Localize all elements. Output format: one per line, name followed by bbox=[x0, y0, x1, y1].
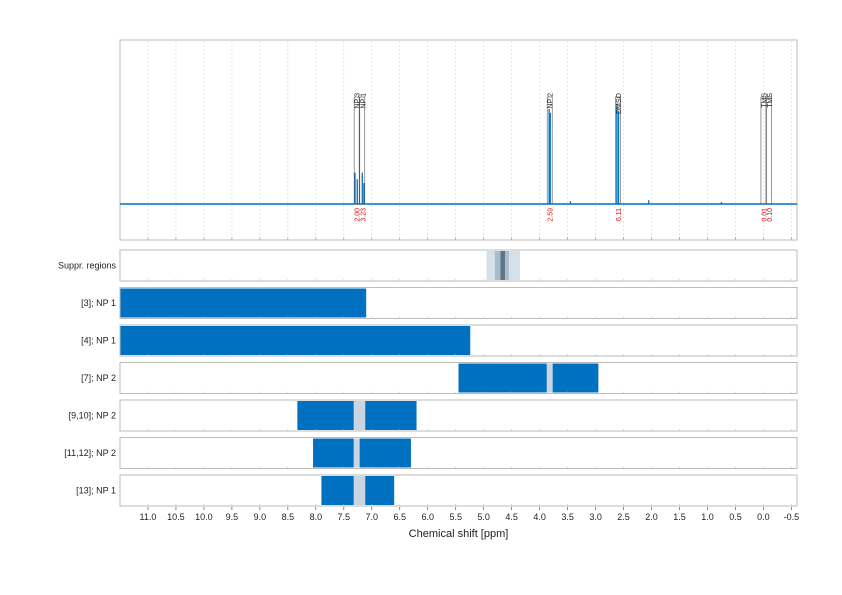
x-tick-label: 2.0 bbox=[645, 512, 658, 522]
peak-region-box bbox=[766, 96, 772, 205]
x-tick-label: 8.5 bbox=[282, 512, 295, 522]
x-tick-label: 6.5 bbox=[393, 512, 406, 522]
row-label: [11,12]; NP 2 bbox=[64, 448, 116, 458]
peak-region-box bbox=[546, 96, 553, 205]
x-tick-label: 9.0 bbox=[254, 512, 267, 522]
peak-label: DMSO bbox=[616, 92, 623, 114]
row-frame bbox=[119, 399, 798, 432]
row-label: [9,10]; NP 2 bbox=[69, 411, 116, 421]
range-bar bbox=[458, 363, 599, 393]
integral-label: 2.00 bbox=[355, 208, 362, 222]
row-label: [3]; NP 1 bbox=[81, 298, 116, 308]
integral-label: 2.59 bbox=[548, 208, 555, 222]
x-axis: 11.0 10.5 10.0 9.5 9.0 8.5 8.0 7.5 7.0 6.5 6.0 5.5 5… bbox=[140, 507, 800, 522]
integral-label: 3.23 bbox=[360, 208, 367, 222]
x-axis-title: Chemical shift [ppm] bbox=[409, 528, 509, 540]
x-tick-label: 0.0 bbox=[757, 512, 770, 522]
row-frame bbox=[119, 474, 798, 507]
peak-label: TMS bbox=[767, 93, 774, 108]
integral-label: 6.11 bbox=[616, 208, 623, 221]
integral-label: 0.10 bbox=[767, 208, 774, 222]
row-frame bbox=[119, 437, 798, 469]
spectrum-panel: NP 3 2.00 NP 1 3.23 NP 2 2.59 DMSO 6.11 TMS 0.01 T… bbox=[119, 39, 798, 241]
row-label: [13]; NP 1 bbox=[76, 486, 116, 496]
x-tick-label: 1.5 bbox=[673, 512, 686, 522]
range-bar bbox=[120, 288, 367, 318]
range-marker bbox=[546, 363, 553, 393]
spectrum-frame bbox=[119, 39, 798, 241]
range-marker bbox=[359, 401, 366, 430]
x-tick-label: 5.0 bbox=[477, 512, 490, 522]
x-tick-label: 6.0 bbox=[421, 512, 434, 522]
x-tick-label: 7.5 bbox=[338, 512, 351, 522]
peak-region-box bbox=[615, 96, 621, 205]
peak-region-box bbox=[760, 96, 767, 205]
range-bar bbox=[313, 438, 411, 468]
x-tick-label: -0.5 bbox=[784, 512, 800, 522]
suppr-region-core bbox=[500, 251, 505, 280]
x-tick-label: 10.5 bbox=[167, 512, 185, 522]
range-marker bbox=[353, 438, 360, 468]
x-tick-label: 0.5 bbox=[729, 512, 742, 522]
x-tick-label: 8.0 bbox=[310, 512, 323, 522]
x-tick-label: 9.5 bbox=[226, 512, 239, 522]
peak-label: NP 3 bbox=[355, 93, 362, 109]
row-label: [7]; NP 2 bbox=[81, 373, 116, 383]
row-frame bbox=[119, 249, 798, 282]
range-marker bbox=[359, 476, 366, 505]
x-tick-label: 11.0 bbox=[140, 512, 157, 522]
peak-region-box bbox=[359, 96, 366, 205]
x-tick-label: 4.5 bbox=[505, 512, 518, 522]
row-label: [4]; NP 1 bbox=[81, 336, 116, 346]
peak-region-box bbox=[353, 96, 360, 205]
peak-label: NP 2 bbox=[548, 93, 555, 109]
x-tick-label: 2.5 bbox=[617, 512, 630, 522]
range-bar bbox=[120, 326, 471, 355]
x-tick-label: 10.0 bbox=[195, 512, 213, 522]
x-tick-label: 4.0 bbox=[533, 512, 546, 522]
x-tick-label: 5.5 bbox=[449, 512, 462, 522]
peak-label: NP 1 bbox=[360, 93, 367, 109]
peak-label: TMS bbox=[761, 93, 768, 108]
x-tick-label: 7.0 bbox=[366, 512, 379, 522]
x-tick-label: 3.5 bbox=[561, 512, 574, 522]
range-marker bbox=[353, 476, 360, 505]
x-tick-label: 1.0 bbox=[701, 512, 714, 522]
x-tick-label: 3.0 bbox=[589, 512, 602, 522]
integral-label: 0.01 bbox=[761, 208, 768, 222]
range-rows-panel: Suppr. regions [3]; NP 1 [4]; NP 1 [7]; NP … bbox=[58, 249, 798, 507]
range-marker bbox=[353, 401, 360, 430]
row-label: Suppr. regions bbox=[58, 261, 117, 271]
